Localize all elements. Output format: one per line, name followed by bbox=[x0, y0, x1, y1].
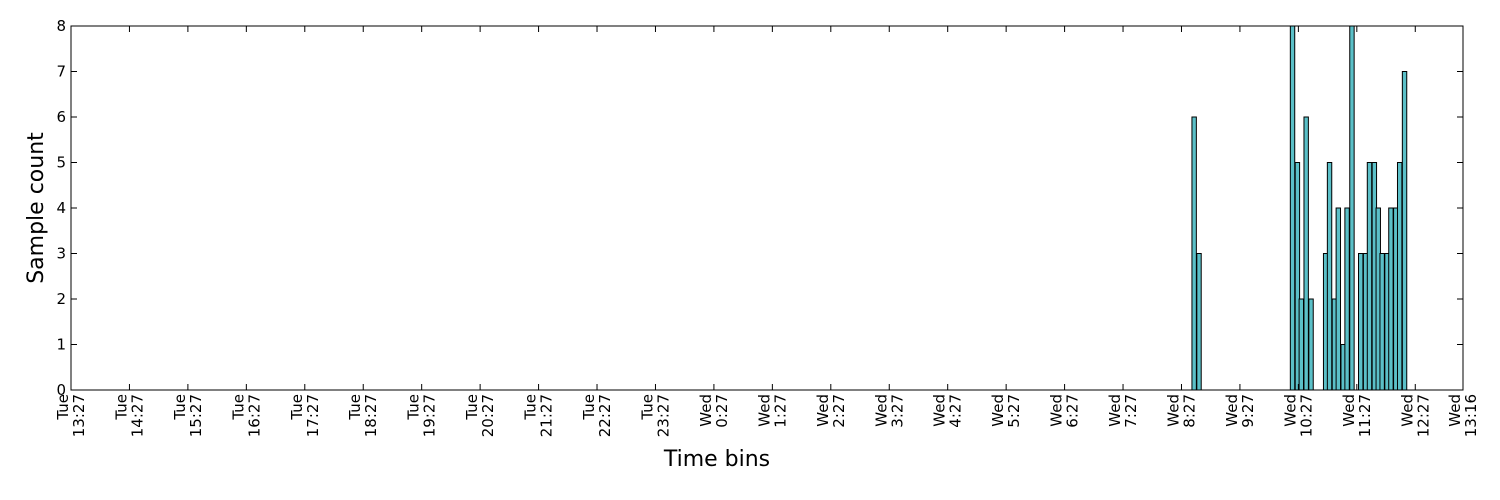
y-tick-label: 8 bbox=[56, 17, 66, 35]
bar bbox=[1308, 298, 1314, 391]
x-tick-label: Wed6:27 bbox=[1048, 394, 1082, 428]
bar bbox=[1326, 162, 1333, 391]
x-tick-label: Tue14:27 bbox=[112, 394, 146, 437]
x-tick-label: Wed1:27 bbox=[755, 394, 789, 428]
y-tick-label: 1 bbox=[56, 336, 66, 354]
bar bbox=[1366, 162, 1373, 391]
y-axis-label: Sample count bbox=[24, 132, 49, 284]
x-tick-label: Wed0:27 bbox=[697, 394, 731, 428]
y-tick-label: 0 bbox=[56, 381, 66, 399]
bar bbox=[1358, 253, 1364, 391]
x-tick-label: Tue13:27 bbox=[54, 394, 88, 437]
x-tick-label: Wed13:16 bbox=[1446, 394, 1480, 437]
x-tick-label: Tue18:27 bbox=[346, 394, 380, 437]
bar bbox=[1289, 25, 1296, 391]
x-tick-label: Wed3:27 bbox=[872, 394, 906, 428]
x-axis-label: Time bins bbox=[663, 447, 770, 472]
bar bbox=[1196, 253, 1202, 391]
x-tick-label: Wed5:27 bbox=[989, 394, 1023, 428]
x-tick-label: Tue17:27 bbox=[288, 394, 322, 437]
y-tick-label: 3 bbox=[56, 245, 66, 263]
bar bbox=[1349, 25, 1355, 391]
y-tick-label: 5 bbox=[56, 154, 66, 172]
x-tick-label: Wed4:27 bbox=[931, 394, 965, 428]
bar bbox=[1191, 116, 1197, 391]
y-tick-label: 7 bbox=[56, 63, 66, 81]
x-tick-label: Wed8:27 bbox=[1164, 394, 1198, 428]
bar bbox=[1379, 253, 1385, 391]
bar bbox=[1388, 207, 1394, 391]
bars bbox=[1191, 25, 1408, 391]
bar bbox=[1298, 298, 1304, 391]
x-tick-label: Tue16:27 bbox=[229, 394, 263, 437]
x-tick-label: Wed7:27 bbox=[1106, 394, 1140, 428]
bar bbox=[1344, 207, 1350, 391]
bar bbox=[1303, 116, 1309, 391]
x-tick-label: Tue20:27 bbox=[463, 394, 497, 437]
x-tick-label: Tue23:27 bbox=[638, 394, 672, 437]
x-tick-label: Tue21:27 bbox=[522, 394, 556, 437]
y-tick-label: 2 bbox=[56, 290, 66, 308]
x-tick-label: Wed11:27 bbox=[1340, 394, 1374, 437]
bar bbox=[1401, 71, 1408, 391]
y-axis: 0 1 2 3 4 5 6 7 8 bbox=[56, 17, 1463, 399]
x-tick-label: Wed2:27 bbox=[814, 394, 848, 428]
bar bbox=[1396, 162, 1403, 391]
x-tick-label: Wed12:27 bbox=[1398, 394, 1432, 437]
x-tick-label: Tue15:27 bbox=[171, 394, 205, 437]
y-tick-label: 6 bbox=[56, 108, 66, 126]
x-tick-label: Wed10:27 bbox=[1281, 394, 1315, 437]
x-tick-label: Tue22:27 bbox=[580, 394, 614, 437]
x-tick-label: Tue19:27 bbox=[405, 394, 439, 437]
y-tick-label: 4 bbox=[56, 199, 66, 217]
x-axis: Tue13:27 Tue14:27 Tue15:27 Tue16:27 Tue17:27… bbox=[54, 26, 1480, 437]
x-tick-label: Wed9:27 bbox=[1223, 394, 1257, 428]
plot-area-frame bbox=[70, 25, 1464, 391]
bar bbox=[1335, 207, 1342, 391]
